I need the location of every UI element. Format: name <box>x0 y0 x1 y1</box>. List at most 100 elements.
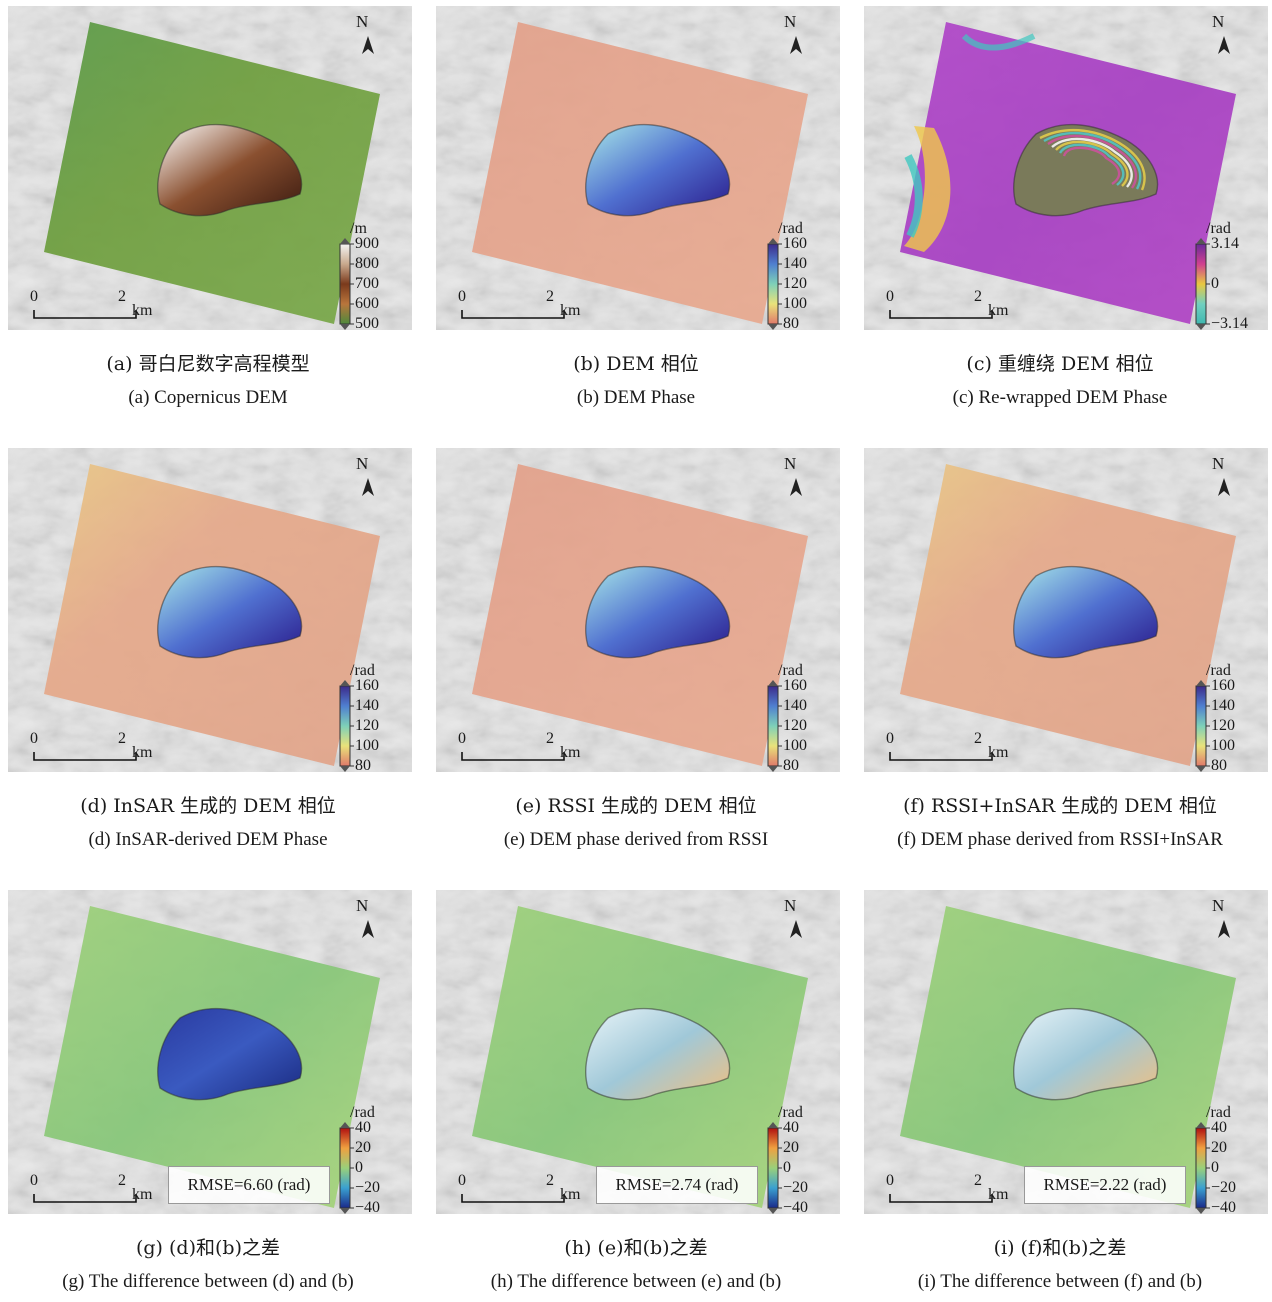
rmse-label: RMSE=6.60 (rad) <box>168 1166 330 1204</box>
scale-label-two: 2 <box>546 730 554 747</box>
north-arrow-icon <box>362 36 374 54</box>
scale-label-two: 2 <box>974 730 982 747</box>
scale-bar <box>461 310 565 319</box>
colorbar-unit: /rad <box>1206 220 1231 237</box>
caption-zh-h: (h) (e)和(b)之差 <box>564 1237 708 1259</box>
colorbar-tick: 100 <box>355 737 379 754</box>
colorbar-tick: −40 <box>1211 1199 1237 1216</box>
north-arrow-icon <box>790 36 802 54</box>
colorbar-tick: 40 <box>783 1119 799 1136</box>
caption-en-g: (g) The difference between (d) and (b) <box>62 1271 354 1292</box>
colorbar-tick: 100 <box>783 737 807 754</box>
colorbar-tick: 120 <box>1211 717 1235 734</box>
map-image <box>864 448 1268 772</box>
scale-bar <box>33 310 137 319</box>
north-label: N <box>1212 454 1225 473</box>
scale-unit: km <box>560 744 581 761</box>
colorbar <box>767 243 779 325</box>
colorbar-unit: /rad <box>350 662 375 679</box>
north-label: N <box>1212 896 1225 915</box>
scale-label-two: 2 <box>974 1172 982 1189</box>
north-label: N <box>784 896 797 915</box>
map-panel-d: N 0 2 km/rad 160 140 120 100 80 <box>8 448 412 774</box>
map-panel-g: N 0 2 km/rad 40 20 0 −20 −40 RMSE=6.60 (rad) <box>8 890 412 1216</box>
scale-label-two: 2 <box>118 1172 126 1189</box>
scale-label-zero: 0 <box>30 1172 38 1189</box>
central-feature <box>1013 565 1159 659</box>
colorbar-tick: −20 <box>1211 1179 1237 1196</box>
scale-label-zero: 0 <box>30 288 38 305</box>
scale-label-zero: 0 <box>886 730 894 747</box>
map-image <box>864 6 1268 330</box>
colorbar-tick: 20 <box>783 1139 799 1156</box>
map-image <box>8 890 412 1214</box>
north-label: N <box>784 12 797 31</box>
scale-label-two: 2 <box>974 288 982 305</box>
scale-label-zero: 0 <box>886 288 894 305</box>
north-arrow-icon <box>1218 36 1230 54</box>
scale-bar <box>889 752 993 761</box>
colorbar-unit: /rad <box>350 1104 375 1121</box>
scale-bar <box>889 310 993 319</box>
colorbar-tick: −40 <box>355 1199 381 1216</box>
caption-zh-i: (i) (f)和(b)之差 <box>993 1237 1127 1259</box>
central-feature <box>157 565 303 659</box>
colorbar <box>339 1127 351 1209</box>
colorbar-tick: −40 <box>783 1199 809 1216</box>
colorbar-tick: −3.14 <box>1211 315 1249 332</box>
scale-unit: km <box>560 1186 581 1203</box>
colorbar-tick: 80 <box>1211 757 1227 774</box>
colorbar-tick: 160 <box>1211 677 1235 694</box>
caption-en-f: (f) DEM phase derived from RSSI+InSAR <box>897 829 1223 850</box>
colorbar-tick: 500 <box>355 315 379 332</box>
scale-unit: km <box>988 744 1009 761</box>
colorbar-tick: 0 <box>783 1159 791 1176</box>
north-arrow-icon <box>1218 478 1230 496</box>
colorbar-tick: 80 <box>783 315 799 332</box>
caption-en-a: (a) Copernicus DEM <box>128 387 288 408</box>
map-image <box>436 6 840 330</box>
scale-unit: km <box>988 302 1009 319</box>
caption-zh-f: (f) RSSI+InSAR 生成的 DEM 相位 <box>903 795 1217 817</box>
scale-unit: km <box>132 744 153 761</box>
colorbar-tick: 80 <box>355 757 371 774</box>
colorbar-tick: 0 <box>1211 1159 1219 1176</box>
colorbar-tick: 600 <box>355 295 379 312</box>
scale-label-two: 2 <box>118 288 126 305</box>
map-panel-b: N 0 2 km/rad 160 140 120 100 80 <box>436 6 840 332</box>
rmse-label: RMSE=2.74 (rad) <box>596 1166 758 1204</box>
scale-bar <box>33 752 137 761</box>
north-arrow-icon <box>1218 920 1230 938</box>
caption-zh-a: (a) 哥白尼数字高程模型 <box>106 353 310 375</box>
colorbar-tick: 20 <box>1211 1139 1227 1156</box>
north-label: N <box>356 454 369 473</box>
caption-en-h: (h) The difference between (e) and (b) <box>490 1271 782 1292</box>
colorbar-tick: 800 <box>355 255 379 272</box>
central-feature <box>157 123 303 217</box>
colorbar <box>1195 685 1207 767</box>
map-panel-c: N 0 2 km/rad 3.14 0 −3.14 <box>864 6 1268 332</box>
colorbar-tick: 0 <box>355 1159 363 1176</box>
colorbar-tick: 40 <box>1211 1119 1227 1136</box>
map-image <box>436 448 840 772</box>
scale-bar <box>461 1194 565 1203</box>
colorbar-unit: /rad <box>778 220 803 237</box>
colorbar-tick: −20 <box>783 1179 809 1196</box>
central-feature <box>1013 1007 1159 1101</box>
colorbar-unit: /m <box>350 220 367 237</box>
map-panel-f: N 0 2 km/rad 160 140 120 100 80 <box>864 448 1268 774</box>
colorbar-unit: /rad <box>1206 1104 1231 1121</box>
map-image <box>8 448 412 772</box>
colorbar-tick: 120 <box>783 717 807 734</box>
colorbar-unit: /rad <box>778 1104 803 1121</box>
colorbar-unit: /rad <box>778 662 803 679</box>
scale-unit: km <box>988 1186 1009 1203</box>
scale-label-zero: 0 <box>458 288 466 305</box>
caption-zh-e: (e) RSSI 生成的 DEM 相位 <box>515 795 757 817</box>
caption-zh-g: (g) (d)和(b)之差 <box>135 1237 280 1259</box>
central-feature <box>585 123 731 217</box>
map-image <box>8 6 412 330</box>
caption-en-c: (c) Re-wrapped DEM Phase <box>952 387 1168 408</box>
north-arrow-icon <box>362 920 374 938</box>
colorbar-tick: 160 <box>783 677 807 694</box>
